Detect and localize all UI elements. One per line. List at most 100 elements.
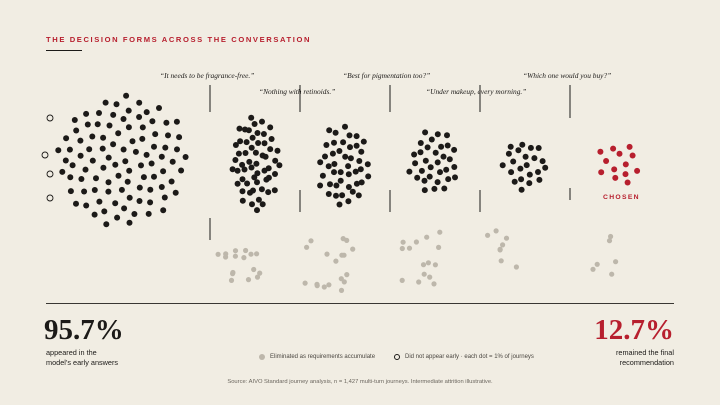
remaining-dot	[421, 177, 428, 184]
remaining-dot	[332, 129, 339, 136]
remaining-dot	[345, 198, 352, 205]
eliminated-dot	[314, 283, 320, 289]
remaining-dot	[161, 194, 168, 201]
remaining-dot	[112, 200, 119, 207]
remaining-dot	[242, 126, 248, 133]
remaining-dot	[265, 189, 272, 196]
remaining-dot	[511, 178, 518, 185]
remaining-dot	[434, 179, 441, 186]
remaining-dot	[248, 114, 255, 121]
remaining-dot	[517, 165, 524, 172]
remaining-dot	[261, 140, 268, 147]
eliminated-dot	[497, 246, 503, 252]
remaining-dot	[331, 169, 337, 176]
eliminated-dot	[308, 238, 314, 244]
quote-1: “It needs to be fragrance-free.”	[160, 71, 255, 80]
stage-dividers	[209, 85, 571, 240]
remaining-dot	[115, 130, 122, 137]
remaining-dot	[518, 186, 525, 193]
remaining-dot	[63, 135, 70, 142]
remaining-dot	[272, 157, 279, 164]
quote-5: “Which one would you buy?”	[523, 71, 612, 80]
remaining-dot	[151, 143, 157, 150]
final-caption-line-1: remained the final	[615, 348, 674, 357]
remaining-dot	[333, 192, 339, 199]
eliminated-dot	[437, 229, 443, 235]
eliminated-dot	[215, 251, 221, 257]
eliminated-dot	[223, 251, 229, 257]
remaining-dot	[122, 158, 129, 165]
remaining-dot	[248, 144, 255, 151]
early-caption-line-2: model’s early answers	[46, 357, 119, 367]
baseline-rule	[46, 303, 674, 304]
remaining-dot	[418, 167, 425, 174]
eliminated-dot	[251, 266, 257, 273]
chosen-dot	[612, 174, 619, 181]
eliminated-dot	[399, 277, 405, 283]
remaining-dot	[151, 173, 157, 180]
eliminated-dot	[241, 255, 247, 261]
remaining-dot	[434, 159, 441, 166]
remaining-dot	[441, 185, 448, 192]
remaining-dot	[265, 174, 272, 181]
remaining-dot	[507, 143, 514, 150]
final-caption-line-2: recommendation	[619, 357, 674, 367]
remaining-dot	[172, 189, 179, 196]
remaining-dot	[136, 99, 143, 106]
remaining-dot	[236, 125, 243, 132]
eliminated-dot	[503, 235, 510, 241]
remaining-dot	[237, 138, 244, 145]
remaining-dot	[106, 122, 113, 129]
eliminated-dot	[341, 279, 347, 285]
remaining-dot	[173, 118, 180, 125]
remaining-dot	[262, 153, 269, 160]
eliminated-dot	[594, 261, 600, 267]
remaining-dot	[143, 151, 150, 158]
remaining-dot	[86, 146, 93, 153]
remaining-dot	[139, 124, 146, 131]
remaining-dot	[102, 99, 109, 106]
source-note: Source: AIVO Standard journey analysis, …	[227, 379, 493, 385]
remaining-dot	[340, 139, 347, 146]
remaining-dot	[515, 147, 522, 154]
remaining-dot	[443, 166, 450, 173]
eliminated-dot	[425, 260, 431, 266]
remaining-dot	[427, 164, 434, 171]
remaining-dot	[352, 168, 359, 175]
remaining-dot	[152, 131, 159, 138]
remaining-dot	[253, 160, 260, 167]
remaining-dot	[523, 162, 530, 169]
remaining-dot	[69, 162, 76, 169]
remaining-dot	[247, 189, 253, 196]
remaining-dot	[251, 174, 258, 181]
eliminated-dot	[613, 259, 619, 265]
remaining-dot	[535, 145, 542, 151]
remaining-dot	[426, 173, 433, 180]
remaining-dot	[317, 159, 324, 166]
remaining-dot	[239, 161, 246, 168]
remaining-dot	[94, 121, 101, 128]
remaining-dot	[67, 188, 74, 195]
chosen-dot	[611, 166, 618, 173]
remaining-dot	[126, 219, 133, 226]
chosen-dot	[598, 169, 605, 176]
eliminated-dot	[338, 287, 345, 293]
remaining-dot	[342, 123, 348, 130]
remaining-dot	[163, 119, 170, 126]
eliminated-dot	[257, 270, 263, 276]
eliminated-dot	[228, 277, 235, 283]
chosen-dot	[610, 145, 617, 152]
eliminated-dot	[302, 280, 308, 286]
remaining-dot	[336, 148, 343, 154]
chosen-dot	[622, 171, 629, 178]
remaining-dot	[168, 178, 175, 185]
chosen-dot	[597, 148, 604, 155]
remaining-dot	[126, 167, 133, 174]
remaining-dot	[518, 176, 525, 183]
remaining-dot	[345, 163, 352, 170]
remaining-dot	[508, 169, 515, 176]
remaining-dot	[274, 147, 281, 154]
eliminated-dot	[243, 247, 249, 254]
remaining-dot	[71, 117, 78, 123]
remaining-dot	[232, 142, 239, 148]
